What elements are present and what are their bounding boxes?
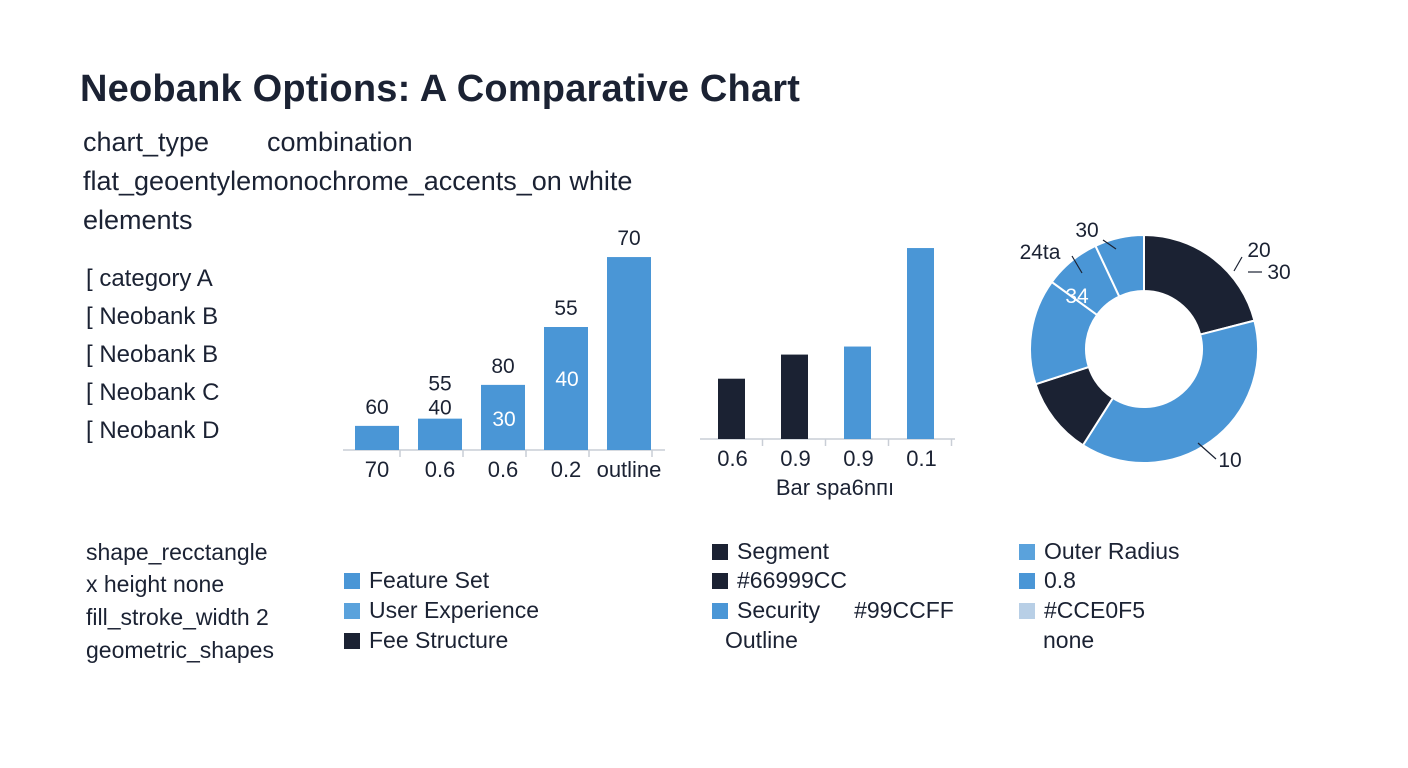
legend-item-outline: Outline: [725, 627, 798, 654]
legend-item-hex-66999cc: #66999CC: [712, 567, 847, 594]
bar: [355, 425, 399, 450]
data-label: 40: [428, 397, 451, 420]
x-tick-label: 0.9: [780, 446, 811, 471]
x-tick-label: 0.6: [425, 457, 456, 482]
x-tick-label: outline: [597, 457, 662, 482]
bar: [418, 418, 462, 450]
x-tick-label: 0.9: [843, 446, 874, 471]
leader-line: [1233, 256, 1243, 272]
meta-style-line: flat_geoentylemonochrome_accents_on whit…: [83, 166, 633, 196]
donut-label: 30: [1075, 219, 1098, 242]
donut-slice: [1094, 233, 1145, 298]
data-label: 55: [554, 297, 577, 320]
legend-item-none: none: [1043, 627, 1094, 654]
footer-note: geometric_shapes: [86, 637, 274, 663]
x-tick-label: 0.1: [906, 446, 937, 471]
meta-chart-type-value: combination: [267, 127, 413, 157]
leader-line: [1197, 442, 1217, 460]
legend-item-cce0f5: #CCE0F5: [1019, 597, 1145, 624]
legend-label: Feature Set: [369, 567, 490, 593]
legend-label: Outline: [725, 627, 798, 653]
page-title: Neobank Options: A Comparative Chart: [80, 68, 801, 110]
meta-elements-line: elements: [83, 205, 193, 235]
leader-line: [1102, 239, 1117, 250]
legend-swatch: [344, 632, 360, 649]
bar: [481, 384, 525, 450]
legend-swatch: [344, 602, 360, 619]
x-axis-label: Bar spa6nпı: [776, 475, 894, 500]
leader-line: [1071, 255, 1083, 274]
legend-label: #66999CC: [737, 567, 847, 593]
legend-swatch: [712, 602, 728, 619]
legend-item-outer-radius: Outer Radius: [1019, 538, 1180, 565]
footer-note: fill_stroke_width 2: [86, 604, 269, 630]
data-label: 55: [428, 373, 451, 396]
data-label-inner: 40: [555, 368, 578, 391]
bar: [907, 248, 934, 439]
legend-swatch: [712, 543, 728, 560]
legend-swatch: [712, 572, 728, 589]
legend-swatch: [1019, 602, 1035, 619]
legend-swatch: [1019, 572, 1035, 589]
x-tick-label: 0.6: [488, 457, 519, 482]
legend-label: User Experience: [369, 597, 540, 623]
x-tick-label: 0.2: [551, 457, 582, 482]
legend-item-0-8: 0.8: [1019, 567, 1076, 594]
category-item: [ Neobank D: [86, 417, 220, 444]
legend-swatch: [1019, 543, 1035, 560]
donut-label-inner: 34: [1065, 285, 1089, 308]
meta-chart-type-key: chart_type: [83, 127, 210, 157]
donut-label: 10: [1218, 449, 1241, 472]
category-item: [ category A: [86, 265, 213, 292]
data-label: 60: [365, 396, 388, 419]
bar-chart-2: 0.6 0.9 0.9 0.1 Bar spa6nпı: [700, 248, 955, 500]
category-item: [ Neobank C: [86, 379, 220, 406]
legend-label: Outer Radius: [1044, 538, 1180, 564]
bar: [781, 354, 808, 439]
donut-label: 24ta: [1020, 241, 1061, 264]
legend-label: Security: [737, 597, 821, 623]
legend-label: none: [1043, 627, 1095, 653]
x-tick-label: 70: [365, 457, 389, 482]
donut-slice: [1081, 319, 1259, 464]
donut-slice: [1143, 233, 1256, 336]
category-item: [ Neobank B: [86, 341, 219, 368]
bar: [718, 378, 745, 439]
legend-extra-hex: #99CCFF: [854, 597, 954, 623]
legend-item-segment: Segment: [712, 538, 829, 565]
legend-label: Segment: [737, 538, 830, 564]
legend-label: Fee Structure: [369, 627, 509, 653]
x-tick-label: 0.6: [717, 446, 748, 471]
legend-item-feature-set: Feature Set: [344, 567, 489, 594]
legend-label: #CCE0F5: [1044, 597, 1145, 623]
bar: [607, 257, 651, 450]
legend-label: 0.8: [1044, 567, 1076, 593]
legend-item-fee-structure: Fee Structure: [344, 627, 508, 654]
footer-note: shape_recctangle: [86, 539, 268, 565]
bar: [844, 346, 871, 439]
data-label: 80: [491, 355, 514, 378]
data-label-inner: 30: [492, 408, 515, 431]
bar: [544, 327, 588, 450]
category-item: [ Neobank B: [86, 303, 219, 330]
donut-label: 20: [1247, 239, 1270, 262]
legend-item-security: Security #99CCFF: [712, 597, 954, 624]
footer-note: x height none: [86, 571, 225, 597]
legend-swatch: [344, 572, 360, 589]
data-label: 70: [617, 227, 640, 250]
legend-item-user-experience: User Experience: [344, 597, 539, 624]
donut-label: 30: [1267, 261, 1290, 284]
